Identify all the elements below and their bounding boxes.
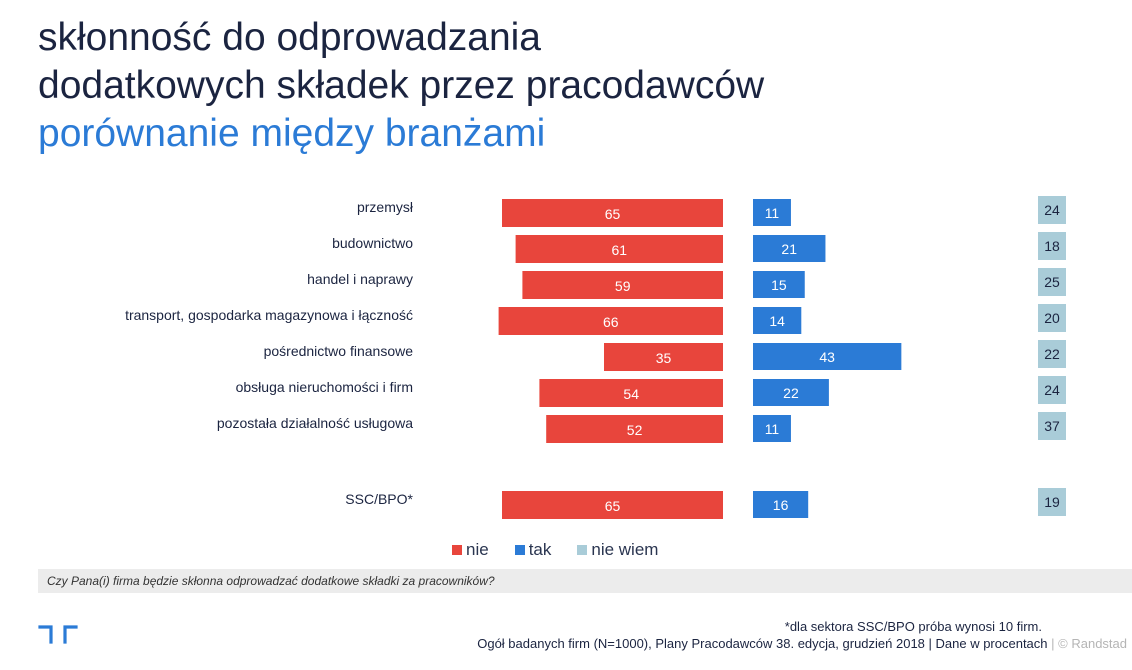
bar-nie <box>539 379 723 407</box>
bar-nie <box>515 235 723 263</box>
legend-swatch-tak <box>514 545 525 555</box>
legend-item-nie: nie <box>452 540 489 560</box>
category-label: budownictwo <box>332 235 413 251</box>
data-label-nie: 35 <box>656 350 672 366</box>
data-label-tak: 16 <box>773 497 789 513</box>
data-label-tak: 14 <box>769 313 785 329</box>
bar-nie <box>498 307 723 335</box>
bar-nie-wiem <box>1038 376 1066 404</box>
bar-nie-wiem <box>1038 232 1066 260</box>
legend-label-nie-wiem: nie wiem <box>591 540 659 559</box>
bar-tak <box>753 235 826 262</box>
category-label: pośrednictwo finansowe <box>264 343 414 359</box>
bar-chart: przemysł 65 11 24 budownictwo 61 21 18 handel i … <box>125 196 1066 519</box>
data-label-tak: 11 <box>765 421 780 437</box>
bar-nie <box>546 415 723 443</box>
data-label-nie-wiem: 19 <box>1044 494 1060 510</box>
bar-nie-wiem <box>1038 340 1066 368</box>
source-text: Ogół badanych firm (N=1000), Plany Praco… <box>477 636 1048 651</box>
legend-item-nie-wiem: nie wiem <box>577 540 658 560</box>
bar-nie <box>604 343 723 371</box>
footnote: *dla sektora SSC/BPO próba wynosi 10 fir… <box>784 619 1042 634</box>
bar-tak <box>753 379 829 406</box>
data-label-tak: 43 <box>819 349 835 365</box>
bar-tak <box>753 343 902 370</box>
category-label: przemysł <box>357 199 414 215</box>
bar-nie <box>502 491 723 519</box>
survey-question: Czy Pana(i) firma będzie skłonna odprowa… <box>38 569 1132 593</box>
category-label: obsługa nieruchomości i firm <box>236 379 413 395</box>
data-label-nie-wiem: 37 <box>1044 418 1060 434</box>
category-label: transport, gospodarka magazynowa i łączn… <box>125 307 413 323</box>
copyright: © Randstad <box>1058 636 1127 651</box>
legend-label-nie: nie <box>466 540 489 559</box>
page-subtitle: porównanie między branżami <box>38 112 546 155</box>
legend-label-tak: tak <box>528 540 552 559</box>
data-label-nie: 66 <box>603 314 619 330</box>
bar-nie-wiem <box>1038 304 1066 332</box>
bar-tak <box>753 199 791 226</box>
data-label-nie: 52 <box>627 422 643 438</box>
data-label-nie-wiem: 20 <box>1044 310 1060 326</box>
data-label-nie: 65 <box>605 498 621 514</box>
bar-tak <box>753 307 802 334</box>
randstad-logo-icon <box>38 625 78 644</box>
chart-legend: nie tak nie wiem <box>452 540 658 560</box>
data-label-nie-wiem: 24 <box>1044 202 1060 218</box>
data-label-nie-wiem: 24 <box>1044 382 1060 398</box>
data-label-tak: 21 <box>781 241 797 257</box>
bar-nie-wiem <box>1038 268 1066 296</box>
data-label-nie-wiem: 25 <box>1044 274 1060 290</box>
data-label-nie: 59 <box>615 278 631 294</box>
source-separator: | <box>1051 636 1055 651</box>
data-label-nie-wiem: 22 <box>1044 346 1060 362</box>
bar-nie-wiem <box>1038 412 1066 440</box>
page-title-line-1: skłonność do odprowadzania <box>38 16 542 59</box>
title-block: skłonność do odprowadzania dodatkowych s… <box>38 14 764 158</box>
legend-swatch-nie <box>452 545 462 555</box>
bar-nie-wiem <box>1038 488 1066 516</box>
data-label-nie-wiem: 18 <box>1044 238 1060 254</box>
data-label-nie: 61 <box>612 242 628 258</box>
bar-nie <box>522 271 723 299</box>
bar-nie-wiem <box>1038 196 1066 224</box>
category-label: SSC/BPO* <box>345 491 413 507</box>
category-label: pozostała działalność usługowa <box>217 415 413 431</box>
legend-swatch-nie-wiem <box>577 545 588 555</box>
source-line: Ogół badanych firm (N=1000), Plany Praco… <box>477 636 1127 651</box>
bar-tak <box>753 415 791 442</box>
category-label: handel i naprawy <box>307 271 413 287</box>
data-label-tak: 11 <box>765 205 780 221</box>
legend-item-tak: tak <box>514 540 552 560</box>
bar-tak <box>753 271 805 298</box>
page-title-line-2: dodatkowych składek przez pracodawców <box>38 64 765 107</box>
data-label-nie: 54 <box>623 386 639 402</box>
bar-tak <box>753 491 809 518</box>
bar-nie <box>502 199 723 227</box>
data-label-nie: 65 <box>605 206 621 222</box>
data-label-tak: 15 <box>771 277 787 293</box>
data-label-tak: 22 <box>783 385 799 401</box>
